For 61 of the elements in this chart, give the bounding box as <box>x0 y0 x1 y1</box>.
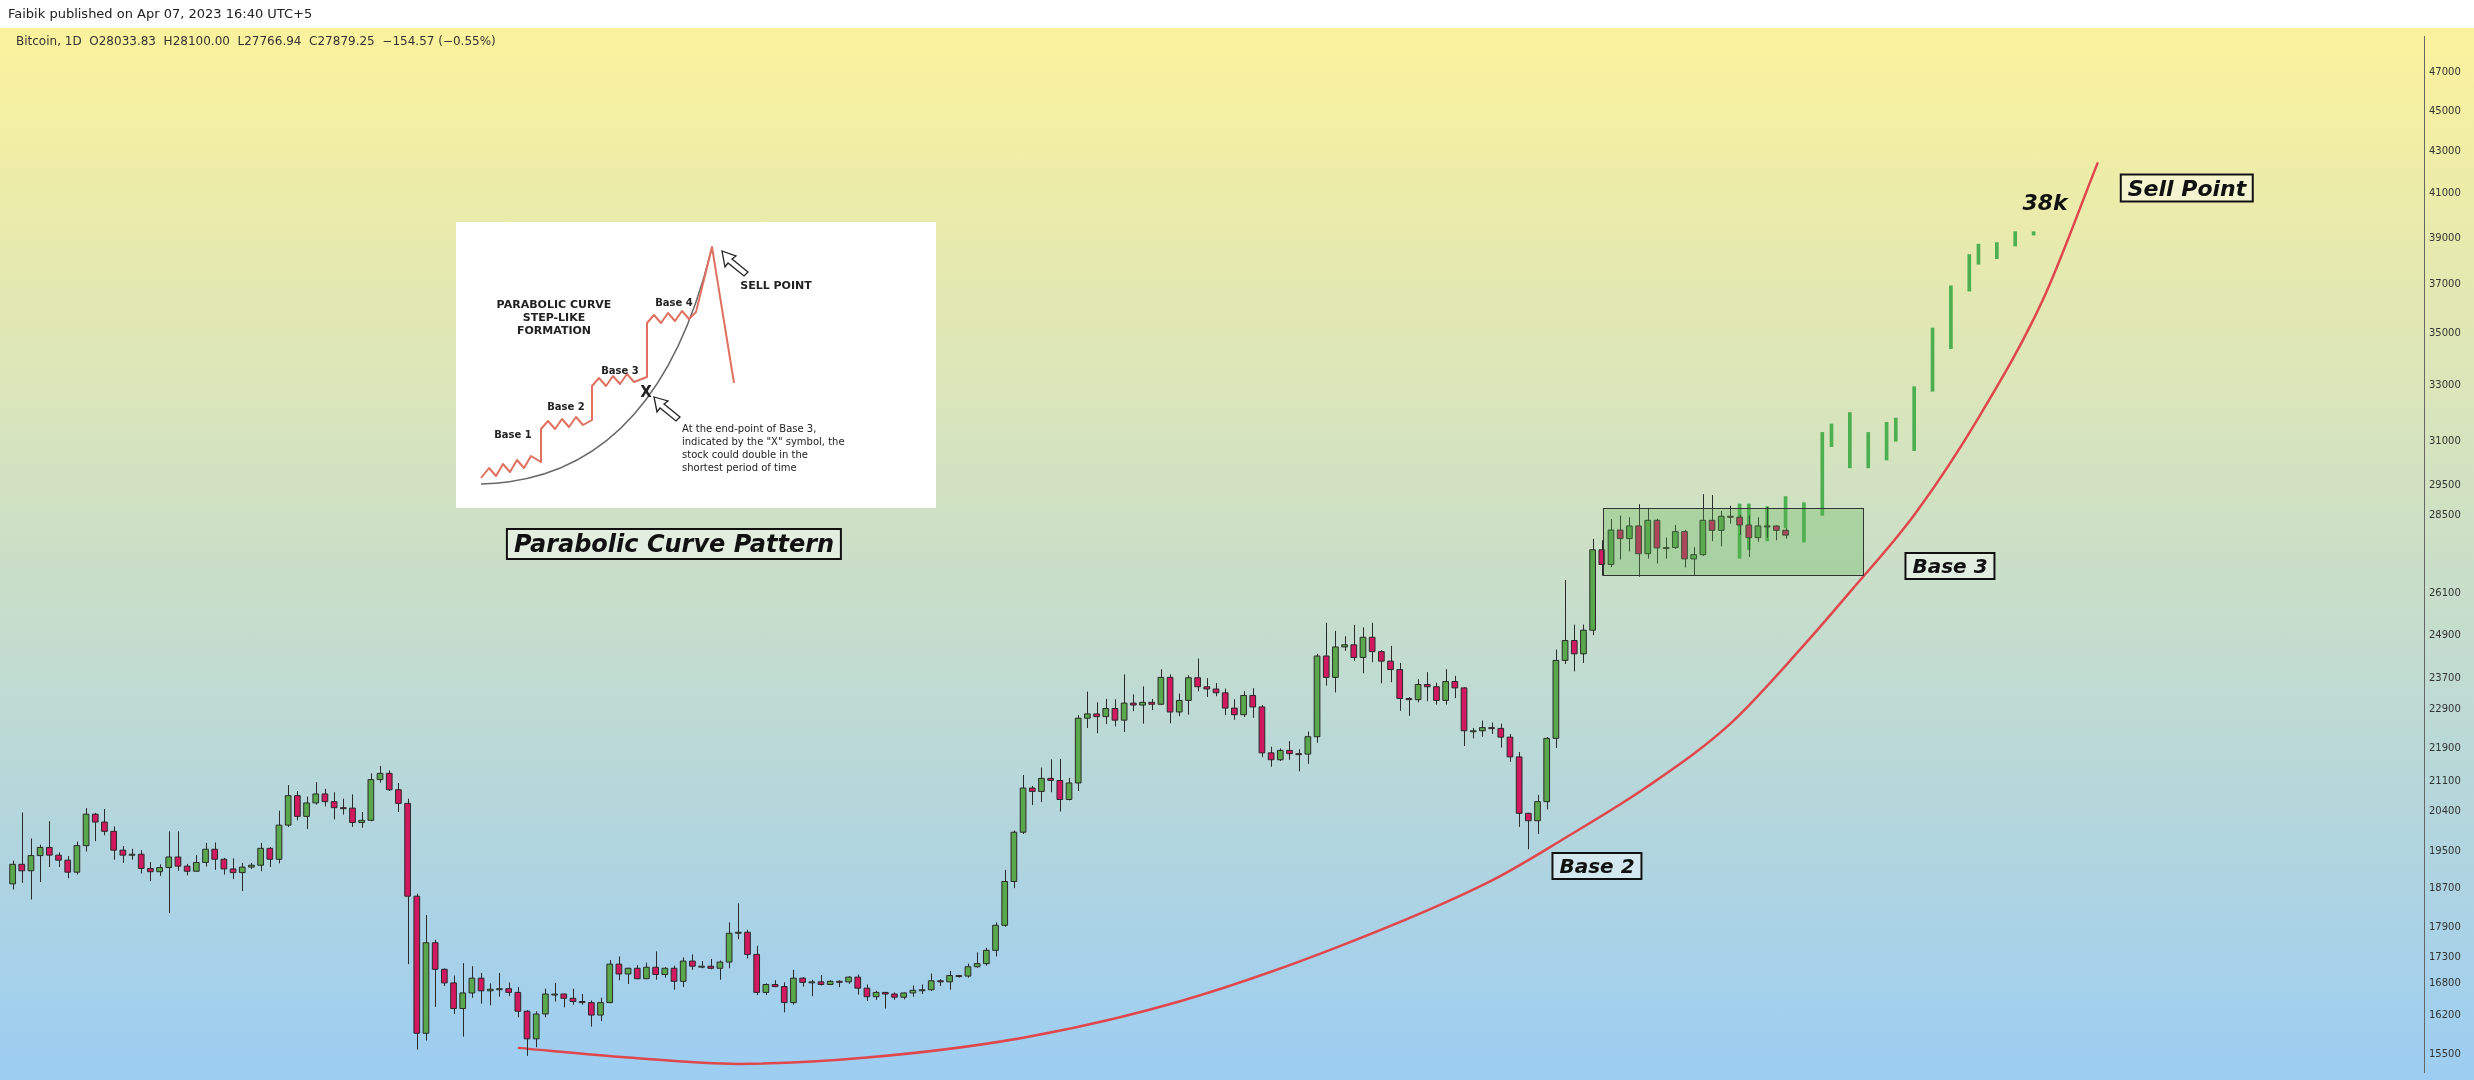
annotation: Base 3 <box>1904 552 1996 580</box>
chart-title: Faibik published on Apr 07, 2023 16:40 UTC+5 <box>0 0 2474 28</box>
y-tick-label: 21100 <box>2429 775 2461 787</box>
annotation: 38k <box>2022 189 2068 215</box>
candlestick <box>1378 649 1385 684</box>
annotation: Base 4 <box>655 296 693 308</box>
y-tick-label: 37000 <box>2429 278 2461 290</box>
annotation: At the end-point of Base 3, indicated by the "X" symbol, the stock could double in the shortest period of time <box>682 422 846 474</box>
annotation: Base 3 <box>601 364 639 376</box>
bar <box>1995 242 1999 260</box>
annotation: Sell Point <box>2119 173 2255 203</box>
bar <box>1893 417 1898 442</box>
y-tick-label: 33000 <box>2429 379 2461 391</box>
y-tick-label: 21900 <box>2429 742 2461 754</box>
y-tick-label: 16200 <box>2429 1009 2461 1021</box>
y-tick-label: 18700 <box>2429 882 2461 894</box>
y-tick-label: 39000 <box>2429 231 2461 243</box>
y-tick-label: 15500 <box>2429 1048 2461 1060</box>
y-tick-label: 20400 <box>2429 805 2461 817</box>
y-tick-label: 23700 <box>2429 672 2461 684</box>
annotation: Base 1 <box>494 428 532 440</box>
bar <box>1848 412 1852 469</box>
candlestick <box>1442 668 1450 706</box>
y-tick-label: 24900 <box>2429 628 2461 640</box>
candlestick <box>303 796 310 830</box>
y-tick-label: 19500 <box>2429 845 2461 857</box>
y-tick-label: 17300 <box>2429 951 2461 963</box>
chart-subtitle: Bitcoin, 1D O28033.83 H28100.00 L27766.94 C27879.25 −154.57 (−0.55%) <box>16 34 496 48</box>
y-tick-label: 41000 <box>2429 187 2461 199</box>
y-tick-label: 43000 <box>2429 145 2461 157</box>
annotation: Base 2 <box>1551 852 1643 880</box>
y-tick-label: 35000 <box>2429 327 2461 339</box>
bar <box>2013 231 2018 247</box>
annotation: Parabolic Curve Pattern <box>505 528 843 560</box>
y-tick-label: 29500 <box>2429 478 2461 490</box>
bar <box>1802 502 1806 543</box>
annotation: Base 2 <box>547 400 585 412</box>
bar <box>1866 432 1871 469</box>
y-tick-label: 16800 <box>2429 977 2461 989</box>
bar <box>1949 285 1953 349</box>
y-tick-label: 26100 <box>2429 587 2461 599</box>
candlestick <box>1084 691 1091 729</box>
candlestick <box>1433 682 1440 706</box>
y-tick-label: 31000 <box>2429 434 2461 446</box>
y-tick-label: 47000 <box>2429 66 2461 78</box>
candlestick <box>587 999 595 1028</box>
candlestick <box>395 782 402 813</box>
candlestick <box>294 790 301 821</box>
annotation: PARABOLIC CURVE STEP-LIKE FORMATION <box>495 297 613 337</box>
y-tick-label: 17900 <box>2429 920 2461 932</box>
candlestick <box>597 997 604 1022</box>
candlestick <box>1185 674 1192 716</box>
candlestick <box>1589 538 1596 636</box>
bar <box>1967 254 1972 292</box>
y-tick-label: 45000 <box>2429 104 2461 116</box>
y-tick-label: 28500 <box>2429 509 2461 521</box>
bar <box>1820 432 1825 516</box>
bar <box>1912 386 1916 452</box>
annotation: SELL POINT <box>740 278 812 292</box>
y-tick-label: 22900 <box>2429 702 2461 714</box>
annotation: X <box>640 383 652 401</box>
